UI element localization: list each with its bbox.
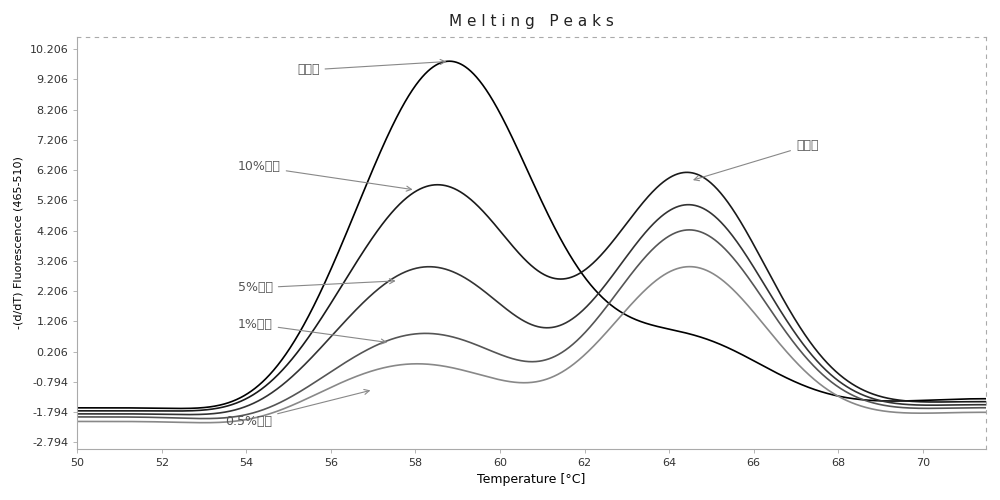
- Text: 5%突変: 5%突変: [238, 278, 394, 294]
- Text: 突変型: 突変型: [297, 60, 445, 76]
- Y-axis label: -(d/dT) Fluorescence (465-510): -(d/dT) Fluorescence (465-510): [14, 156, 24, 329]
- X-axis label: Temperature [°C]: Temperature [°C]: [477, 473, 586, 486]
- Text: 10%突変: 10%突変: [238, 160, 411, 191]
- Title: M e l t i n g   P e a k s: M e l t i n g P e a k s: [449, 14, 614, 29]
- Text: 野生型: 野生型: [694, 139, 818, 180]
- Text: 0.5%突変: 0.5%突変: [225, 390, 369, 428]
- Text: 1%突変: 1%突変: [238, 318, 386, 344]
